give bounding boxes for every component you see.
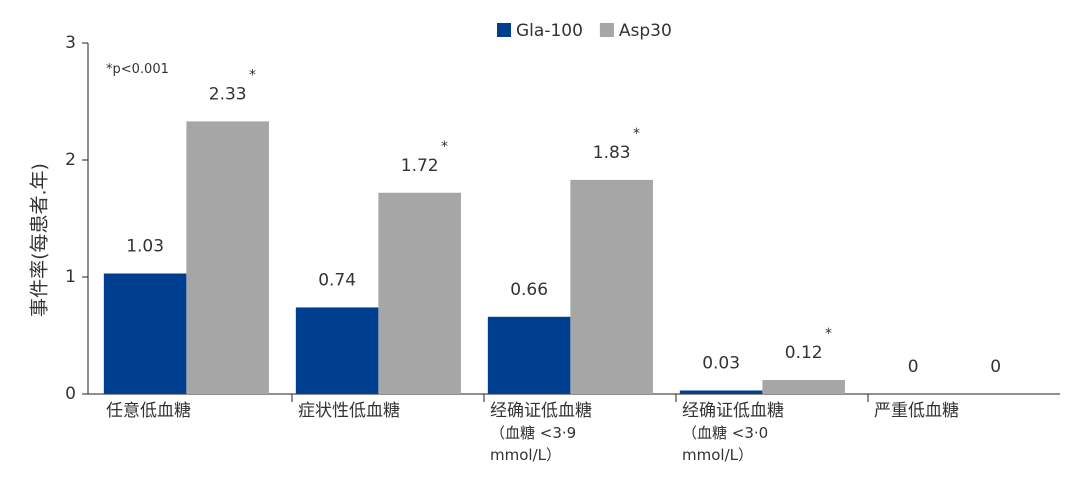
x-tick-label: 严重低血糖	[874, 401, 959, 421]
legend-label: Asp30	[619, 21, 672, 41]
value-label: 0.12	[785, 343, 823, 363]
bar	[186, 121, 269, 394]
value-label: 1.03	[126, 236, 164, 256]
x-tick-label: 经确证低血糖（血糖 <3·9 mmol/L）	[490, 401, 592, 464]
value-label: 0	[908, 357, 919, 377]
value-label: 1.83	[593, 143, 631, 163]
bar	[295, 307, 379, 394]
value-label: 0.03	[702, 353, 740, 373]
y-tick-label: 3	[65, 33, 76, 53]
bar	[487, 316, 571, 394]
significance-marker: *	[825, 326, 832, 342]
y-tick-label: 0	[65, 384, 76, 404]
bar	[762, 379, 845, 394]
significance-marker: *	[441, 139, 448, 155]
legend-label: Gla-100	[516, 21, 583, 41]
legend-swatch	[497, 23, 511, 37]
y-tick-label: 2	[65, 150, 76, 170]
bar	[378, 192, 461, 394]
value-label: 1.72	[401, 156, 439, 176]
bar	[103, 273, 187, 394]
y-tick-label: 1	[65, 267, 76, 287]
value-label: 0.74	[318, 270, 356, 290]
legend-swatch	[599, 23, 614, 37]
value-label: 2.33	[209, 84, 247, 104]
y-axis-label: 事件率(每患者.年)	[29, 163, 51, 317]
x-tick-label: 任意低血糖	[106, 401, 191, 421]
annotation: *p<0.001	[106, 62, 169, 77]
bar	[679, 390, 763, 394]
bar	[570, 179, 653, 394]
significance-marker: *	[249, 67, 256, 83]
value-label: 0.66	[510, 280, 548, 300]
x-tick-label: 症状性低血糖	[298, 401, 400, 421]
value-label: 0	[990, 357, 1001, 377]
x-tick-label: 经确证低血糖（血糖 <3·0 mmol/L）	[682, 401, 784, 464]
significance-marker: *	[633, 126, 640, 142]
